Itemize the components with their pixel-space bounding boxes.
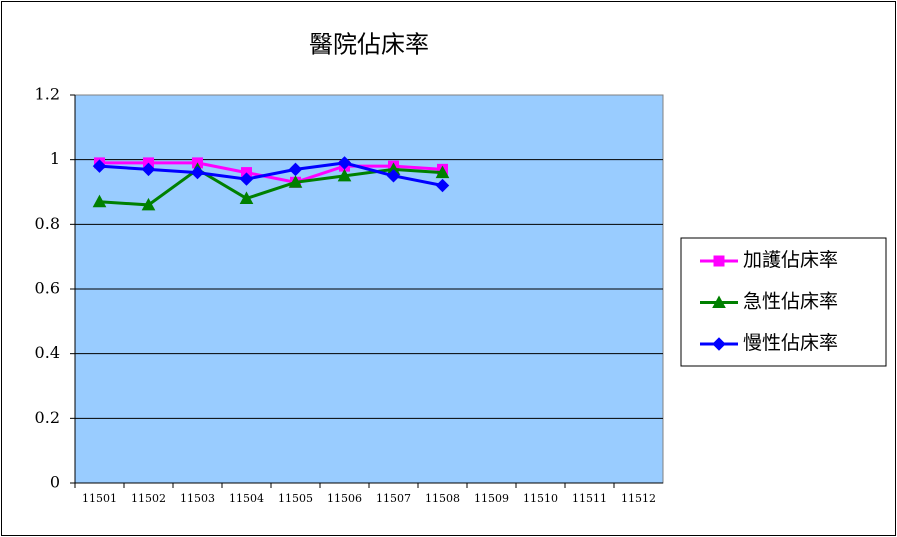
x-tick-label: 11507 [376,492,411,505]
data-point [386,169,401,183]
legend-marker [712,295,726,308]
x-tick-label: 11502 [131,492,166,505]
series-line [99,161,443,184]
data-point [435,165,450,179]
y-tick-label: 0.8 [35,214,60,233]
data-point [337,156,352,170]
legend-label: 加護佔床率 [743,249,838,271]
x-tick-label: 11512 [621,492,656,505]
y-tick-label: 0.2 [35,408,60,427]
x-tick-label: 11510 [523,492,558,505]
data-point [141,197,156,211]
legend-marker [713,255,725,267]
x-tick-label: 11503 [180,492,215,505]
x-tick-label: 11506 [327,492,362,505]
data-point [288,162,303,177]
data-point [288,175,303,188]
data-point [435,178,450,193]
x-tick-label: 11508 [425,492,460,505]
series-line [99,167,443,207]
x-tick-label: 11505 [278,492,313,505]
legend-label: 急性佔床率 [743,291,838,313]
series-line [99,161,443,188]
y-tick-label: 0.6 [35,279,60,298]
y-tick-label: 1.2 [35,85,60,104]
x-tick-label: 11501 [82,492,117,505]
data-point [190,165,205,180]
y-tick-label: 0.4 [35,343,60,362]
legend-marker [712,337,726,351]
data-point [239,172,254,186]
data-point [92,159,107,173]
y-tick-label: 1 [50,149,60,168]
y-tick-label: 0 [50,473,60,492]
x-tick-label: 11504 [229,492,264,505]
data-point [141,162,156,177]
data-point [239,191,254,204]
chart-title: 醫院佔床率 [309,31,429,59]
x-tick-label: 11511 [572,492,607,505]
x-tick-label: 11509 [474,492,509,505]
data-point [337,168,352,182]
legend-label: 慢性佔床率 [743,332,838,354]
data-point [92,194,107,208]
